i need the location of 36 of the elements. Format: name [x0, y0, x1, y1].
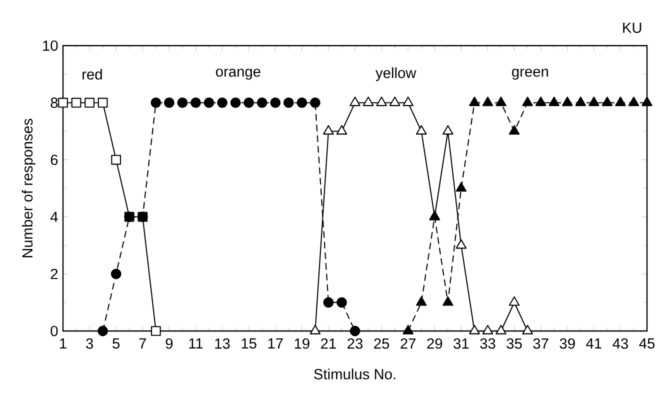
y-tick-label: 10	[43, 40, 58, 51]
annotation: orange	[216, 68, 260, 80]
x-tick-label: 45	[639, 338, 655, 349]
x-tick-label: 9	[166, 338, 173, 349]
x-tick-label: 15	[242, 338, 256, 349]
x-tick-label: 7	[139, 338, 146, 348]
x-tick-label: 13	[215, 338, 230, 349]
y-tick-label: 0	[50, 326, 58, 336]
annotation: green	[512, 68, 548, 80]
y-tick-label: 8	[50, 98, 58, 108]
x-tick-label: 39	[560, 338, 575, 349]
x-tick-label: 29	[427, 338, 442, 349]
x-tick-label: 31	[454, 338, 469, 349]
x-tick-label: 11	[189, 338, 203, 348]
x-tick-label: 23	[348, 338, 363, 349]
x-tick-label: 19	[294, 338, 310, 349]
x-tick-label: 21	[321, 338, 336, 349]
x-tick-label: 5	[112, 338, 120, 349]
annotation: red	[82, 68, 102, 80]
x-tick-label: 43	[612, 338, 628, 349]
chart-title: KU	[623, 22, 642, 33]
y-tick-label: 4	[50, 212, 58, 222]
x-axis-title: Stimulus No.	[314, 368, 396, 380]
x-tick-label: 41	[586, 338, 602, 348]
y-tick-label: 6	[50, 154, 58, 165]
x-tick-label: 37	[533, 338, 548, 349]
x-tick-label: 17	[268, 338, 283, 348]
x-tick-label: 33	[480, 338, 496, 349]
y-tick-label: 2	[50, 268, 58, 280]
x-tick-label: 27	[400, 338, 416, 349]
x-tick-label: 35	[506, 338, 522, 349]
x-tick-label: 25	[374, 338, 390, 349]
annotation: yellow	[376, 67, 416, 82]
x-tick-label: 1	[60, 338, 66, 348]
y-axis-title: Number of responses	[22, 118, 36, 258]
x-tick-label: 3	[86, 338, 93, 349]
